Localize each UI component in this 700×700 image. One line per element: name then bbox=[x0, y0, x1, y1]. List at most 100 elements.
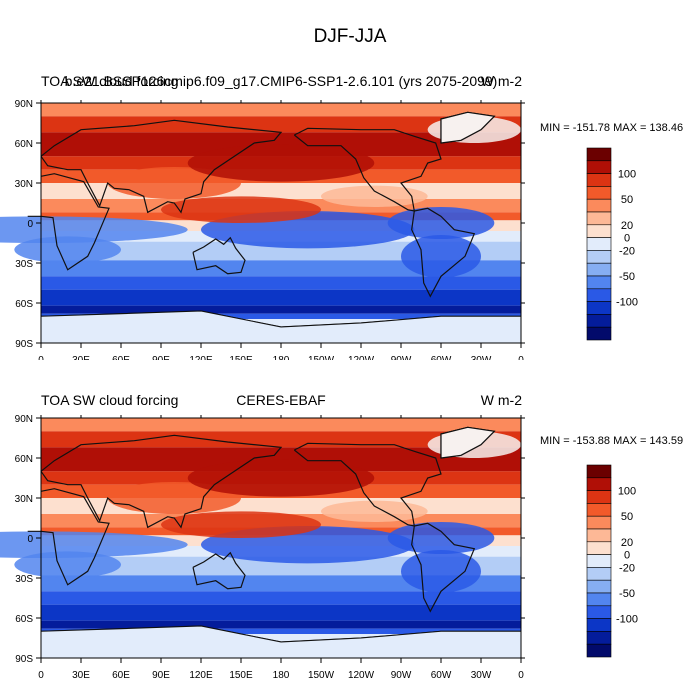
panel2-lon-label: 120W bbox=[348, 670, 375, 681]
panel1-cbar-swatch bbox=[586, 262, 612, 277]
panel1-cbar-swatch bbox=[586, 160, 612, 174]
panel1-coast-4 bbox=[411, 207, 476, 298]
panel1-map: 030E60E90E120E150E180150W120W90W60W30W09… bbox=[0, 100, 525, 360]
panel1-band-11 bbox=[41, 260, 521, 277]
panel1-cbar-swatch bbox=[586, 288, 612, 302]
panel1-cbar-swatch bbox=[586, 301, 612, 315]
panel1-coast-0 bbox=[27, 173, 110, 271]
panel2-title-left: TOA SW cloud forcing bbox=[41, 392, 179, 408]
panel2-lat-label: 60S bbox=[15, 614, 33, 625]
panel2-cbar-swatch bbox=[586, 618, 612, 632]
panel2-blob-5 bbox=[187, 459, 375, 497]
panel1-blob-2 bbox=[387, 207, 495, 239]
panel2-band-11 bbox=[41, 575, 521, 592]
panel1-band-10 bbox=[41, 241, 521, 261]
panel1-band-1 bbox=[41, 116, 521, 133]
panel1-cbar-swatch bbox=[586, 314, 612, 328]
panel2-cbar-label: -100 bbox=[616, 614, 638, 626]
panel2-band-12 bbox=[41, 591, 521, 605]
panel2-lat-label: 90S bbox=[15, 654, 33, 665]
panel2-cbar-swatch bbox=[586, 631, 612, 645]
panel2-band-1 bbox=[41, 431, 521, 448]
panel2-cbar-label: 20 bbox=[621, 537, 633, 549]
panel1-cbar-label: 20 bbox=[621, 220, 633, 232]
panel2-band-0 bbox=[41, 418, 521, 432]
panel2-minmax: MIN = -153.88 MAX = 143.59 bbox=[540, 435, 684, 447]
panel2-cbar-swatch bbox=[586, 490, 612, 504]
panel2-cbar-swatch bbox=[586, 464, 612, 479]
panel1-cbar-swatch bbox=[586, 237, 612, 251]
panel2-cbar-swatch bbox=[586, 528, 612, 543]
panel1-band-12 bbox=[41, 276, 521, 290]
panel1-lat-label: 0 bbox=[27, 219, 33, 230]
panel2-blob-2 bbox=[387, 522, 495, 554]
panel2-lat-label: 60N bbox=[15, 454, 33, 465]
panel2-lon-label: 60W bbox=[431, 670, 452, 681]
panel2-band-14 bbox=[41, 620, 521, 629]
panel2-lon-label: 180 bbox=[273, 670, 290, 681]
panel1-lon-label: 0 bbox=[38, 355, 44, 360]
panel1-band-15 bbox=[41, 313, 521, 319]
panel1-lon-label: 60E bbox=[112, 355, 130, 360]
panel2-band-13 bbox=[41, 604, 521, 621]
panel2-cbar-swatch bbox=[586, 477, 612, 491]
panel1-lat-label: 60N bbox=[15, 139, 33, 150]
panel1-greenland bbox=[440, 111, 496, 144]
panel1-lat-label: 90S bbox=[15, 339, 33, 350]
panel1-cbar-swatch bbox=[586, 275, 612, 290]
panel1-title-left: TOA SW cloud forcing bbox=[41, 73, 179, 89]
panel1-title-center: b.e21.BSSP126cmip6.f09_g17.CMIP6-SSP1-2.… bbox=[64, 73, 498, 89]
panel2-cbar-swatch bbox=[586, 567, 612, 581]
panel1-lon-label: 150E bbox=[229, 355, 253, 360]
panel2-cbar-label: 0 bbox=[624, 550, 630, 562]
panel2-cbar-swatch bbox=[586, 605, 612, 619]
panel2-lon-label: 150W bbox=[308, 670, 335, 681]
panel2-cbar-swatch bbox=[586, 541, 612, 555]
panel2-coast-0 bbox=[27, 488, 110, 586]
panel2-cbar-swatch bbox=[586, 515, 612, 530]
panel2-lon-label: 0 bbox=[38, 670, 44, 681]
panel1-lat-label: 30S bbox=[15, 259, 33, 270]
panel1-blob-0 bbox=[0, 216, 188, 243]
panel1-blob-5 bbox=[187, 144, 375, 182]
panel2-colorbar: 100 50 20 0 -20 -50 -100 bbox=[586, 464, 638, 658]
panel1-band-0 bbox=[41, 103, 521, 117]
panel1-cbar-swatch bbox=[586, 147, 612, 162]
panel1-cbar-swatch bbox=[586, 211, 612, 226]
panel2-cbar-swatch bbox=[586, 643, 612, 658]
page-title: DJF-JJA bbox=[313, 26, 387, 47]
panel1-lon-label: 120E bbox=[189, 355, 213, 360]
panel1-coast-1 bbox=[40, 119, 283, 214]
panel2-lat-label: 30S bbox=[15, 574, 33, 585]
panel2-lon-label: 90W bbox=[391, 670, 412, 681]
panel2-lat-label: 30N bbox=[15, 494, 33, 505]
panel2-cbar-label: -50 bbox=[619, 588, 635, 600]
panel1-lon-label: 90W bbox=[391, 355, 412, 360]
panel1-field bbox=[0, 103, 521, 343]
panel2-band-10 bbox=[41, 556, 521, 576]
panel1-lon-label: 150W bbox=[308, 355, 335, 360]
panel2-lon-label: 30W bbox=[471, 670, 492, 681]
panel1-cbar-swatch bbox=[586, 198, 612, 213]
panel1-lon-label: 30W bbox=[471, 355, 492, 360]
panel2-lon-label: 90E bbox=[152, 670, 170, 681]
panel1-cbar-label: 50 bbox=[621, 194, 633, 206]
panel1-cbar-swatch bbox=[586, 186, 612, 200]
panel1-blob-6 bbox=[401, 235, 481, 278]
panel1-cbar-label: -50 bbox=[619, 271, 635, 283]
panel1-cbar-label: 0 bbox=[624, 233, 630, 245]
panel2-cbar-label: -20 bbox=[619, 562, 635, 574]
panel2-lon-label: 0 bbox=[518, 670, 524, 681]
panel2-map: 0 30E 60E 90E 120E 150E 180 150W 120W 90W 60W 30W 09… bbox=[0, 415, 525, 681]
panel2-cbar-swatch bbox=[586, 592, 612, 607]
panel1-band-14 bbox=[41, 305, 521, 314]
panel2-coast-2 bbox=[192, 551, 246, 590]
panel1-coast-3 bbox=[293, 127, 442, 212]
panel1-minmax: MIN = -151.78 MAX = 138.46 bbox=[540, 122, 684, 134]
panel1-lat-label: 60S bbox=[15, 299, 33, 310]
panel2-coast-1 bbox=[40, 434, 283, 529]
panel1-lon-label: 120W bbox=[348, 355, 375, 360]
panel2-blob-6 bbox=[401, 550, 481, 593]
panel1-blob-4 bbox=[107, 167, 242, 199]
panel2-lon-label: 30E bbox=[72, 670, 90, 681]
